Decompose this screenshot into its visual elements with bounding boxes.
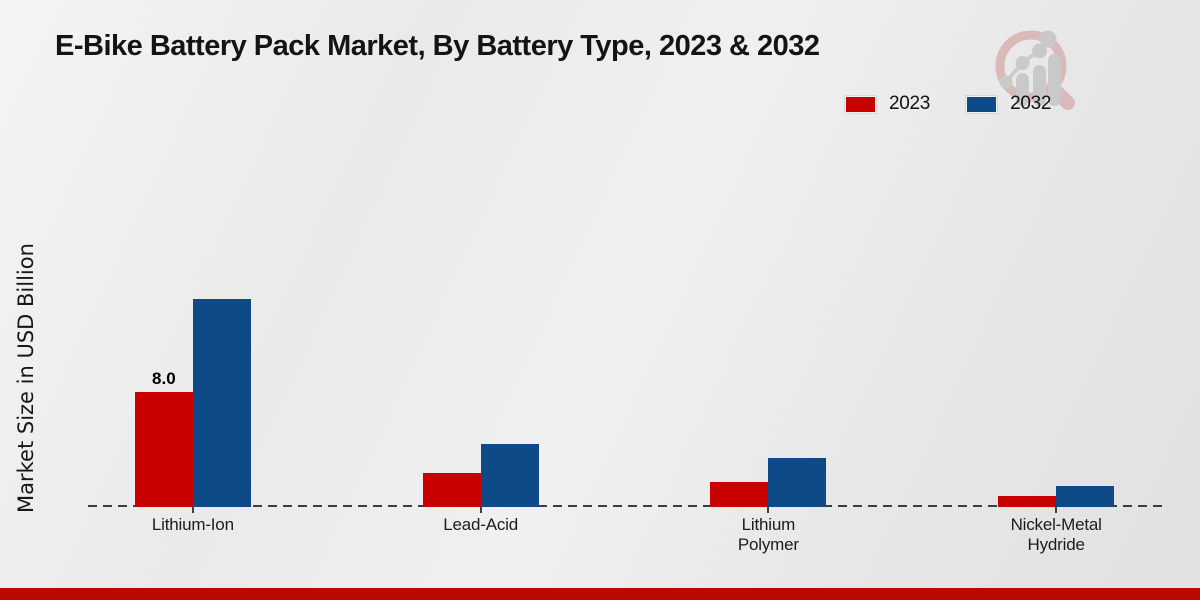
footer-accent-bar [0,588,1200,600]
bar-2023-lead-acid [422,472,481,507]
legend-swatch-2023 [845,95,876,113]
bar-2032-lithium-ion [192,298,251,507]
legend-item-2032: 2032 [966,93,1051,115]
bar-slot [998,496,1057,507]
category-label-lead-acid: Lead-Acid [443,515,518,534]
legend-swatch-2032 [966,95,998,113]
bar-2023-lithium-ion [134,392,193,507]
bar-slot: 8.0 [134,369,193,507]
page-title: E-Bike Battery Pack Market, By Battery T… [55,30,820,62]
bar-slot [192,298,251,507]
bar-2032-lead-acid [480,443,539,507]
bar-slot [768,458,827,507]
bar-group-lead-acid: Lead-Acid [337,150,625,534]
category-label-lithium-polymer: Lithium Polymer [737,515,799,555]
plot-area: 8.0 Lithium-Ion Lead-Acid Lithium Polymer Ni… [49,150,1200,554]
bar-2032-lithium-polymer [768,458,827,507]
bar-group-nickel-metal-hydride: Nickel-Metal Hydride [912,150,1200,554]
legend-label-2023: 2023 [889,93,931,114]
x-axis-baseline [88,505,1163,507]
bar-group-lithium-polymer: Lithium Polymer [625,150,913,554]
category-label-lithium-ion: Lithium-Ion [151,515,234,534]
bar-slot [1056,486,1115,507]
axis-tick [1055,507,1058,513]
bar-group-lithium-ion: 8.0 Lithium-Ion [49,150,337,534]
bar-slot [480,443,539,507]
bar-2023-nickel-metal-hydride [998,496,1057,507]
magnifier-chart-logo-icon [986,24,1081,121]
y-axis-label: Market Size in USD Billion [14,243,38,513]
bar-slot [422,472,481,507]
axis-tick [767,507,770,513]
category-label-nickel-metal-hydride: Nickel-Metal Hydride [1010,515,1102,555]
legend: 2023 2032 [845,93,1051,115]
axis-tick [479,507,482,513]
legend-item-2023: 2023 [845,93,930,115]
axis-tick [191,507,194,513]
bar-slot [710,481,769,507]
legend-label-2032: 2032 [1010,93,1052,114]
data-label-2023-lithium-ion: 8.0 [152,369,176,388]
bar-2023-lithium-polymer [710,481,769,507]
bar-2032-nickel-metal-hydride [1056,486,1115,507]
